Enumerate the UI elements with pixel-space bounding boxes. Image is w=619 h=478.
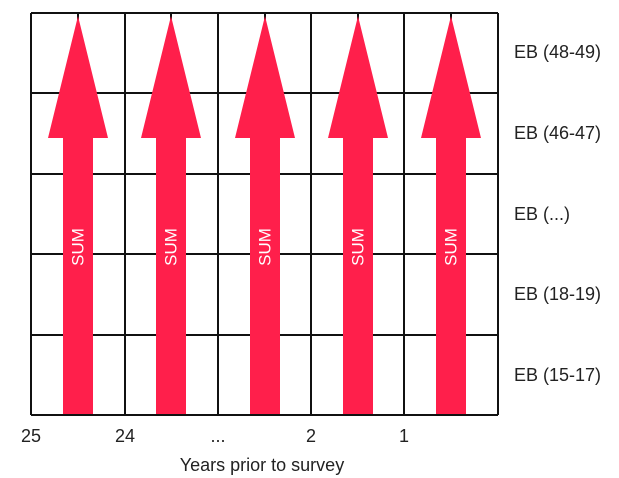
- row-label: EB (46-47): [514, 123, 601, 143]
- row-label: EB (18-19): [514, 284, 601, 304]
- sum-arrow: SUM: [235, 16, 295, 414]
- x-tick-label: 2: [306, 426, 316, 446]
- up-arrow-shape: [421, 16, 481, 414]
- x-tick-labels: 25 24... 2 1: [21, 426, 409, 446]
- x-tick-label: 1: [399, 426, 409, 446]
- up-arrow-shape: [328, 16, 388, 414]
- x-tick-label: 25: [21, 426, 41, 446]
- sum-arrow: SUM: [421, 16, 481, 414]
- x-tick-label: ...: [210, 426, 225, 446]
- arrow-sum-label: SUM: [442, 228, 461, 266]
- arrow-sum-label: SUM: [69, 228, 88, 266]
- sum-arrow: SUM: [48, 16, 108, 414]
- up-arrow-shape: [48, 16, 108, 414]
- row-label: EB (15-17): [514, 365, 601, 385]
- arrow-sum-label: SUM: [349, 228, 368, 266]
- x-tick-label: 24: [115, 426, 135, 446]
- row-label: EB (48-49): [514, 42, 601, 62]
- arrow-sum-label: SUM: [162, 228, 181, 266]
- row-label: EB (...): [514, 204, 570, 224]
- sum-arrow: SUM: [328, 16, 388, 414]
- row-labels: EB (48-49) EB (46-47) EB (...) EB (18-19) EB…: [514, 42, 601, 385]
- sum-arrow: SUM: [141, 16, 201, 414]
- sum-arrows: SUM SUM SUM SUM SUM: [48, 16, 481, 414]
- up-arrow-shape: [235, 16, 295, 414]
- up-arrow-shape: [141, 16, 201, 414]
- arrow-sum-label: SUM: [256, 228, 275, 266]
- x-axis-title: Years prior to survey: [180, 455, 344, 475]
